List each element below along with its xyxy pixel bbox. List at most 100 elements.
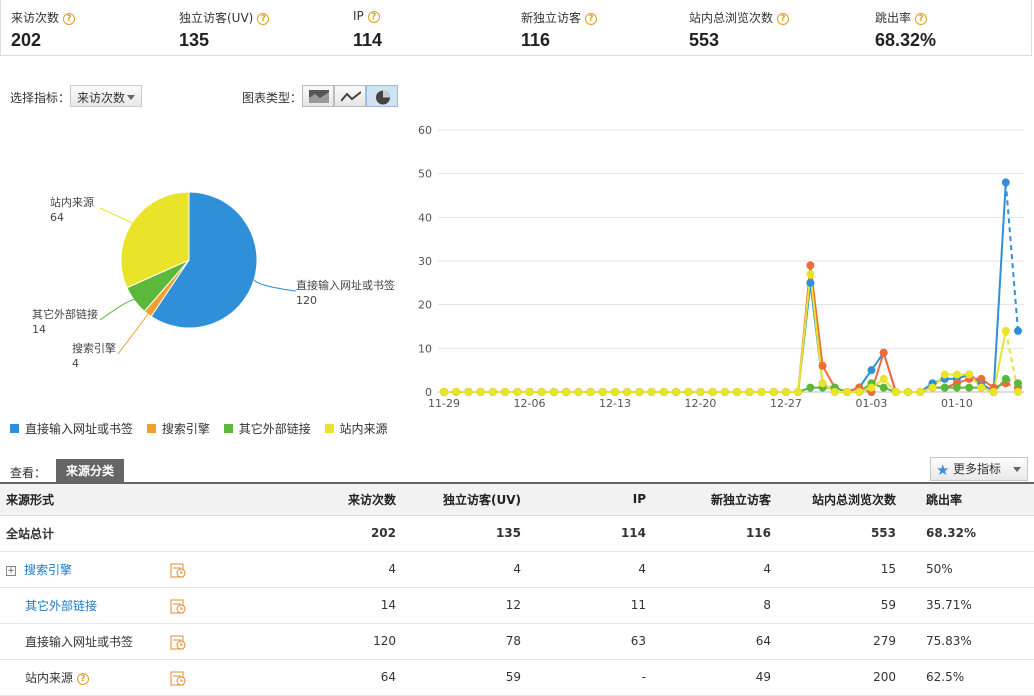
data-point [574, 388, 583, 396]
data-point [1001, 178, 1010, 187]
data-point [928, 383, 937, 392]
help-icon[interactable]: ? [585, 13, 598, 25]
data-point [781, 388, 790, 396]
pie-label: 直接输入网址或书签 [296, 278, 395, 292]
column-header[interactable]: 来访次数 [330, 484, 396, 516]
table-cell: 59 [771, 587, 896, 624]
view-label: 查看： [10, 466, 47, 480]
data-point [684, 388, 693, 396]
chart-type-label: 图表类型： [242, 91, 303, 105]
kpi-label: 跳出率 [875, 11, 912, 25]
column-header[interactable]: 独立访客(UV) [396, 484, 521, 516]
history-icon[interactable] [170, 598, 186, 614]
help-icon[interactable]: ? [777, 13, 790, 25]
data-point [904, 388, 913, 396]
data-point [1014, 326, 1022, 335]
table-cell: 78 [396, 623, 521, 660]
data-point [952, 370, 961, 379]
column-header[interactable]: 来源形式 [0, 484, 330, 516]
help-icon[interactable]: ? [915, 13, 928, 25]
legend-item[interactable]: 站内来源 [324, 420, 388, 437]
area-chart-button[interactable] [302, 85, 334, 107]
column-header[interactable]: 跳出率 [896, 484, 1034, 516]
data-point [818, 361, 827, 370]
table-cell: 202 [330, 515, 396, 552]
metric-select-value: 来访次数 [77, 91, 126, 105]
pie-value-label: 4 [72, 357, 79, 370]
history-icon[interactable] [170, 670, 186, 686]
data-point [977, 374, 986, 383]
data-point [696, 388, 705, 396]
legend-label: 搜索引擎 [161, 422, 210, 436]
table-cell: 279 [771, 623, 896, 660]
table-cell: 4 [521, 551, 646, 588]
legend-item[interactable]: 直接输入网址或书签 [10, 420, 133, 437]
x-tick-label: 12-06 [514, 397, 546, 410]
column-header[interactable]: 新独立访客 [646, 484, 771, 516]
data-point [830, 388, 839, 396]
data-point [623, 388, 632, 396]
y-tick-label: 30 [418, 255, 432, 268]
row-name-cell: + 搜索引擎 [0, 551, 330, 588]
table-cell: 8 [646, 587, 771, 624]
legend-swatch [146, 424, 156, 433]
pie-chart-button[interactable] [366, 85, 398, 107]
column-header[interactable]: 站内总浏览次数 [771, 484, 896, 516]
history-icon[interactable] [170, 634, 186, 650]
line-chart-button[interactable] [334, 85, 366, 107]
help-icon[interactable]: ? [63, 13, 76, 25]
row-name: 全站总计 [0, 515, 330, 552]
table-cell: 68.32% [896, 515, 1034, 552]
data-point [745, 388, 754, 396]
chart-legend: 直接输入网址或书签 搜索引擎 其它外部链接 站内来源 [10, 420, 398, 437]
tab-source-category[interactable]: 来源分类 [56, 459, 124, 483]
data-point [1001, 326, 1010, 335]
help-icon[interactable]: ? [257, 13, 270, 25]
data-point [855, 388, 864, 396]
y-tick-label: 40 [418, 211, 432, 224]
legend-item[interactable]: 其它外部链接 [223, 420, 311, 437]
more-metrics-button[interactable]: ★ 更多指标 [930, 457, 1028, 481]
help-icon[interactable]: ? [367, 11, 380, 23]
y-tick-label: 0 [425, 386, 432, 399]
column-header[interactable]: IP [521, 484, 646, 516]
table-row: 站内来源? 64 59 - 49 200 62.5% [0, 659, 1034, 696]
data-point [562, 388, 571, 396]
legend-swatch [223, 424, 233, 433]
row-name-cell: 直接输入网址或书签 [0, 623, 330, 660]
data-point [965, 370, 974, 379]
divider [0, 482, 1034, 484]
data-point [769, 388, 778, 396]
kpi-label: 站内总浏览次数 [689, 11, 774, 25]
legend-item[interactable]: 搜索引擎 [146, 420, 210, 437]
data-point [794, 388, 803, 396]
row-link[interactable]: 搜索引擎 [24, 562, 73, 577]
legend-label: 直接输入网址或书签 [25, 422, 134, 436]
pie-chart-icon [376, 90, 390, 105]
table-cell: 64 [330, 659, 396, 696]
data-point [989, 388, 998, 396]
row-link[interactable]: 其它外部链接 [25, 598, 98, 613]
data-point [867, 383, 876, 392]
data-point [916, 388, 925, 396]
table-cell: 200 [771, 659, 896, 696]
table-cell: 64 [646, 623, 771, 660]
data-point [879, 374, 888, 383]
x-tick-label: 12-27 [770, 397, 802, 410]
table-cell: 59 [396, 659, 521, 696]
table-cell: - [521, 659, 646, 696]
history-icon[interactable] [170, 562, 186, 578]
kpi-value: 114 [353, 30, 383, 50]
expand-icon[interactable]: + [6, 565, 16, 576]
data-point [879, 383, 888, 392]
pie-chart-svg: 直接输入网址或书签 120 搜索引擎 4 其它外部链接 14 站内来源 64 [32, 191, 395, 370]
data-point [806, 261, 815, 270]
more-metrics-label: 更多指标 [953, 462, 1002, 476]
table-cell: 15 [771, 551, 896, 588]
series-line-forecast [1004, 330, 1019, 393]
help-icon[interactable]: ? [77, 672, 90, 685]
metric-select[interactable]: 来访次数 [70, 85, 142, 107]
table-header-row: 来源形式 来访次数 独立访客(UV) IP 新独立访客 站内总浏览次数 跳出率 [0, 484, 1034, 516]
source-table: 来源形式 来访次数 独立访客(UV) IP 新独立访客 站内总浏览次数 跳出率 … [0, 484, 1034, 696]
pie-label: 站内来源 [50, 195, 94, 209]
